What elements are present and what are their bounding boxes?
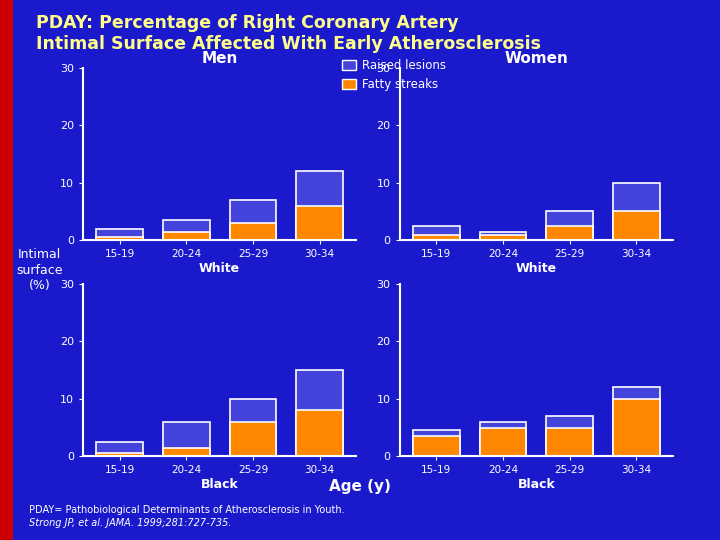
Legend: Raised lesions, Fatty streaks: Raised lesions, Fatty streaks [337,55,451,96]
Bar [613,399,660,456]
Bar [163,448,210,456]
Bar [163,232,210,240]
Text: PDAY: Percentage of Right Coronary Artery: PDAY: Percentage of Right Coronary Arter… [36,14,459,31]
Bar [413,226,459,240]
Bar [96,238,143,240]
Title: Women: Women [505,51,568,66]
Bar [230,422,276,456]
Title: Men: Men [202,51,238,66]
Bar [297,410,343,456]
Bar [413,436,459,456]
X-axis label: White: White [199,262,240,275]
Bar [480,232,526,240]
Bar [613,183,660,240]
Bar [480,428,526,456]
Text: PDAY= Pathobiological Determinants of Atherosclerosis in Youth.: PDAY= Pathobiological Determinants of At… [29,505,344,515]
Bar [297,206,343,240]
Bar [230,399,276,456]
Bar [480,234,526,240]
Bar [163,220,210,240]
Text: Intimal
surface
(%): Intimal surface (%) [17,248,63,292]
Bar [413,234,459,240]
X-axis label: Black: Black [518,478,555,491]
Bar [297,171,343,240]
Bar [96,454,143,456]
Bar [613,212,660,240]
Bar [163,422,210,456]
Bar [230,200,276,240]
Bar [613,387,660,456]
Bar [230,223,276,240]
Bar [297,370,343,456]
X-axis label: White: White [516,262,557,275]
Bar [546,226,593,240]
Bar [546,428,593,456]
Bar [480,422,526,456]
Text: Age (y): Age (y) [329,478,391,494]
Bar [546,212,593,240]
Bar [546,416,593,456]
Text: Strong JP, et al. JAMA. 1999;281:727-735.: Strong JP, et al. JAMA. 1999;281:727-735… [29,518,231,529]
Text: Intimal Surface Affected With Early Atherosclerosis: Intimal Surface Affected With Early Athe… [36,35,541,53]
Bar [96,442,143,456]
Bar [413,430,459,456]
X-axis label: Black: Black [201,478,238,491]
Bar [96,229,143,240]
